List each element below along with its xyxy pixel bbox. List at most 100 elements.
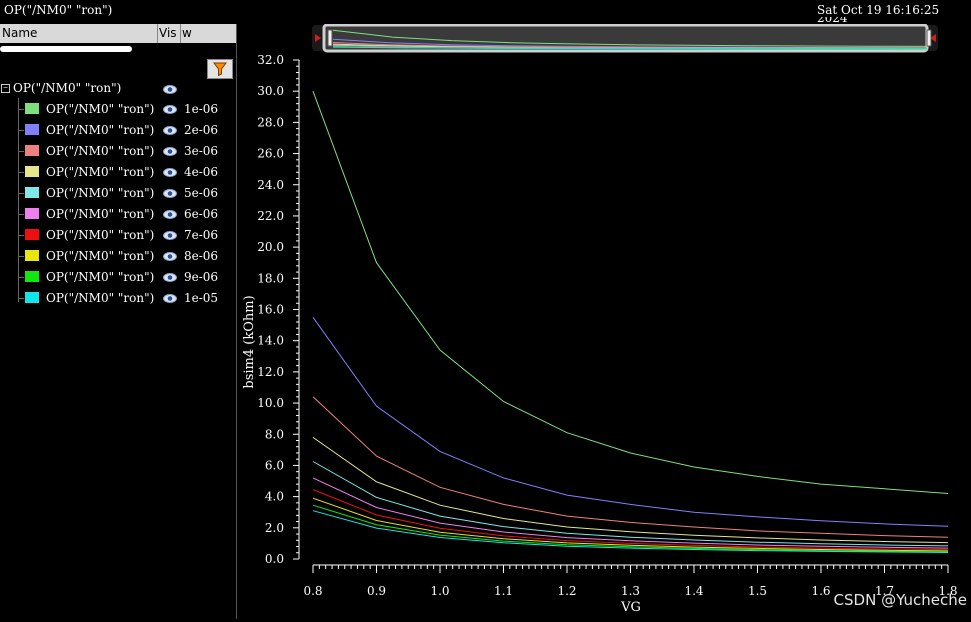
eye-icon[interactable] — [163, 189, 177, 198]
y-tick-label: 18.0 — [257, 271, 284, 285]
curve-w-3e-06[interactable] — [312, 396, 949, 538]
scroll-left-icon[interactable] — [315, 34, 321, 42]
waveform-plot[interactable]: 0.0 2.0 4.0 6.0 8.0 10.0 12.0 14.0 16.0 18.0 20.0 2… — [237, 23, 971, 619]
curve-w-7e-06[interactable] — [312, 489, 949, 551]
tree-item-label: OP("/NM0" "ron") — [46, 228, 155, 242]
overview-left-handle[interactable] — [327, 29, 333, 47]
plot-area[interactable]: 0.0 2.0 4.0 6.0 8.0 10.0 12.0 14.0 16.0 18.0 20.0 2… — [237, 23, 971, 619]
tree-item-w: 5e-06 — [184, 186, 219, 200]
x-tick-label: 1.1 — [494, 584, 513, 598]
scroll-right-icon[interactable] — [930, 34, 936, 42]
results-browser: Name Vis w − OP("/NM0" "ron") OP("/NM0" … — [0, 24, 237, 619]
curve-w-1e-05[interactable] — [312, 510, 949, 553]
horizontal-scrollbar[interactable] — [0, 46, 132, 52]
y-tick-label: 22.0 — [257, 209, 284, 223]
eye-icon[interactable] — [163, 210, 177, 219]
tree-item-label: OP("/NM0" "ron") — [46, 270, 155, 284]
color-swatch — [25, 187, 39, 198]
tree-item-label: OP("/NM0" "ron") — [46, 207, 155, 221]
tree-branch — [18, 172, 24, 173]
y-tick-label: 0.0 — [265, 552, 284, 566]
tree-item-w: 1e-05 — [184, 291, 219, 305]
overview-right-handle[interactable] — [926, 29, 932, 47]
tree-guide-line — [18, 98, 19, 302]
tree-item-w: 3e-06 — [184, 144, 219, 158]
x-tick-label: 1.0 — [430, 584, 449, 598]
x-tick-label: 1.7 — [875, 584, 894, 598]
eye-icon[interactable] — [163, 168, 177, 177]
date-time: Sat Oct 19 16:16:25 — [817, 3, 940, 17]
y-tick-label: 32.0 — [257, 53, 284, 67]
eye-icon[interactable] — [163, 126, 177, 135]
x-axis-label: VG — [620, 600, 641, 615]
y-tick-label: 14.0 — [257, 334, 284, 348]
y-tick-label: 28.0 — [257, 115, 284, 129]
tree-item[interactable]: OP("/NM0" "ron") 6e-06 — [0, 204, 236, 225]
x-tick-label: 1.8 — [938, 584, 957, 598]
tree-branch — [18, 193, 24, 194]
x-tick-label: 1.2 — [557, 584, 576, 598]
x-tick-label: 0.8 — [303, 584, 322, 598]
tree-item-label: OP("/NM0" "ron") — [46, 165, 155, 179]
watermark: CSDN @Yucheche — [834, 591, 967, 609]
curve-w-8e-06[interactable] — [312, 497, 949, 552]
color-swatch — [25, 208, 39, 219]
eye-icon[interactable] — [163, 273, 177, 282]
curve-w-1e-06[interactable] — [312, 91, 949, 494]
eye-icon[interactable] — [163, 294, 177, 303]
eye-icon[interactable] — [163, 105, 177, 114]
overview-bar[interactable] — [312, 23, 938, 53]
curve-w-9e-06[interactable] — [312, 504, 949, 553]
tree-item[interactable]: OP("/NM0" "ron") 1e-05 — [0, 288, 236, 309]
tree-item[interactable]: OP("/NM0" "ron") 1e-06 — [0, 99, 236, 120]
color-swatch — [25, 250, 39, 261]
tree-item[interactable]: OP("/NM0" "ron") 4e-06 — [0, 162, 236, 183]
curve-w-6e-06[interactable] — [312, 477, 949, 549]
tree-item[interactable]: OP("/NM0" "ron") 8e-06 — [0, 246, 236, 267]
eye-icon[interactable] — [163, 147, 177, 156]
tree-item[interactable]: OP("/NM0" "ron") 9e-06 — [0, 267, 236, 288]
tree-item[interactable]: OP("/NM0" "ron") 5e-06 — [0, 183, 236, 204]
x-tick-label: 1.3 — [621, 584, 640, 598]
color-swatch — [25, 271, 39, 282]
tree-item-w: 8e-06 — [184, 249, 219, 263]
column-name[interactable]: Name — [2, 26, 38, 40]
overview-trace — [332, 46, 927, 50]
y-tick-label: 2.0 — [265, 521, 284, 535]
tree-branch — [18, 151, 24, 152]
x-tick-label: 1.6 — [811, 584, 830, 598]
curve-w-2e-06[interactable] — [312, 317, 949, 527]
tree-branch — [18, 109, 24, 110]
eye-icon[interactable] — [163, 231, 177, 240]
tree-branch — [18, 298, 24, 299]
y-tick-label: 24.0 — [257, 178, 284, 192]
tree-item[interactable]: OP("/NM0" "ron") 2e-06 — [0, 120, 236, 141]
y-tick-label: 26.0 — [257, 147, 284, 161]
tree-branch — [18, 235, 24, 236]
color-swatch — [25, 124, 39, 135]
curve-w-5e-06[interactable] — [312, 461, 949, 547]
tree-root-row[interactable]: − OP("/NM0" "ron") — [0, 80, 236, 98]
column-w[interactable]: w — [182, 26, 192, 40]
overview-trace — [332, 29, 928, 47]
column-vis[interactable]: Vis — [159, 26, 177, 40]
tree-item-label: OP("/NM0" "ron") — [46, 186, 155, 200]
eye-icon[interactable] — [163, 252, 177, 261]
tree-item-label: OP("/NM0" "ron") — [46, 123, 155, 137]
eye-icon[interactable] — [163, 85, 177, 94]
x-tick-label: 1.5 — [748, 584, 767, 598]
curve-w-4e-06[interactable] — [312, 436, 949, 544]
title-bar: OP("/NM0" "ron") Sat Oct 19 16:16:25 202… — [0, 0, 971, 24]
tree-branch — [18, 277, 24, 278]
browser-column-header: Name Vis w — [0, 24, 236, 43]
y-tick-label: 6.0 — [265, 458, 284, 472]
color-swatch — [25, 166, 39, 177]
tree-item[interactable]: OP("/NM0" "ron") 3e-06 — [0, 141, 236, 162]
tree-item-w: 4e-06 — [184, 165, 219, 179]
collapse-icon[interactable]: − — [1, 84, 10, 93]
y-tick-label: 16.0 — [257, 303, 284, 317]
window-title: OP("/NM0" "ron") — [4, 3, 113, 17]
tree-item-w: 9e-06 — [184, 270, 219, 284]
filter-button[interactable] — [207, 59, 233, 79]
tree-item[interactable]: OP("/NM0" "ron") 7e-06 — [0, 225, 236, 246]
